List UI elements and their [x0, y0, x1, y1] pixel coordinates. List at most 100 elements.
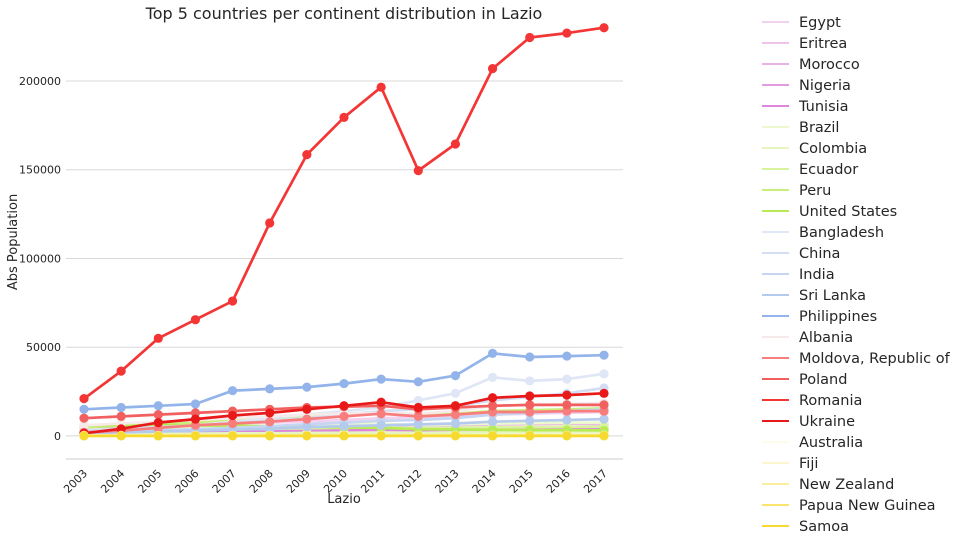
- y-tick-label: 150000: [19, 164, 61, 177]
- data-point: [487, 372, 498, 382]
- data-point: [227, 418, 238, 429]
- y-axis-label: Abs Population: [6, 194, 21, 290]
- legend-label: Morocco: [799, 57, 860, 73]
- data-point: [525, 407, 535, 417]
- chart-title: Top 5 countries per continent distributi…: [145, 4, 543, 23]
- legend-label: Papua New Guinea: [799, 498, 936, 514]
- legend-item: Poland: [762, 372, 847, 388]
- legend-item: Ukraine: [762, 414, 855, 430]
- x-tick-label: 2013: [433, 467, 462, 496]
- x-tick-label: 2006: [173, 467, 202, 496]
- data-point: [487, 431, 498, 441]
- data-point: [525, 416, 535, 426]
- data-point: [413, 395, 423, 406]
- data-point: [302, 431, 312, 441]
- legend-label: China: [799, 246, 840, 262]
- data-point: [190, 315, 201, 325]
- data-point: [302, 414, 312, 424]
- data-point: [79, 404, 89, 414]
- y-tick-label: 50000: [26, 341, 61, 354]
- data-point: [599, 369, 609, 379]
- data-point: [265, 384, 275, 394]
- legend-label: India: [799, 267, 835, 283]
- data-point: [525, 32, 535, 43]
- data-point: [302, 382, 312, 392]
- x-tick-label: 2008: [247, 467, 276, 496]
- data-point: [562, 400, 572, 410]
- legend-item: Brazil: [762, 120, 839, 136]
- x-tick-label: 2007: [210, 467, 239, 496]
- data-point: [153, 333, 163, 343]
- data-point: [487, 348, 498, 359]
- legend-label: Eritrea: [799, 36, 847, 52]
- data-point: [450, 431, 461, 441]
- data-point: [265, 424, 275, 434]
- data-point: [265, 218, 275, 228]
- x-tick-label: 2004: [98, 467, 127, 496]
- x-tick-label: 2009: [284, 467, 313, 496]
- data-point: [562, 390, 572, 400]
- legend-item: Tunisia: [762, 99, 849, 115]
- series-samoa: [79, 431, 609, 441]
- legend-item: Albania: [762, 330, 853, 346]
- y-tick-label: 0: [54, 430, 61, 443]
- data-point: [116, 431, 126, 441]
- data-point: [487, 63, 498, 74]
- data-point: [525, 352, 535, 362]
- legend-item: Samoa: [762, 519, 849, 535]
- data-point: [413, 431, 423, 441]
- data-point: [562, 351, 572, 361]
- data-point: [227, 431, 238, 441]
- legend-label: Nigeria: [799, 78, 851, 94]
- data-point: [487, 401, 498, 411]
- data-point: [413, 419, 423, 429]
- legend-label: Ukraine: [799, 414, 855, 430]
- legend-label: Sri Lanka: [799, 288, 866, 304]
- legend-item: New Zealand: [762, 477, 894, 493]
- data-point: [450, 401, 461, 411]
- data-point: [525, 431, 535, 441]
- legend-item: Australia: [762, 435, 863, 451]
- data-point: [227, 296, 238, 306]
- y-tick-label: 200000: [19, 75, 61, 88]
- data-point: [376, 409, 386, 419]
- legend-label: Philippines: [799, 309, 877, 325]
- x-tick-label: 2017: [581, 467, 610, 496]
- legend-label: Ecuador: [799, 162, 858, 178]
- data-point: [450, 388, 461, 398]
- legend-item: Philippines: [762, 309, 877, 325]
- data-point: [413, 411, 423, 422]
- legend-item: Ecuador: [762, 162, 858, 178]
- data-point: [116, 411, 126, 422]
- x-axis-label: Lazio: [327, 492, 361, 507]
- data-point: [190, 399, 201, 409]
- legend-label: Peru: [799, 183, 831, 199]
- legend-label: Albania: [799, 330, 853, 346]
- data-point: [79, 431, 89, 441]
- data-point: [265, 431, 275, 441]
- x-tick-label: 2011: [358, 467, 387, 496]
- data-point: [599, 400, 609, 410]
- data-point: [562, 431, 572, 441]
- data-point: [487, 417, 498, 427]
- data-point: [562, 28, 572, 38]
- data-point: [599, 23, 609, 33]
- series-philippines: [79, 348, 609, 414]
- x-tick-label: 2005: [135, 467, 164, 496]
- data-point: [339, 112, 349, 122]
- legend-item: Egypt: [762, 15, 841, 31]
- legend-item: United States: [762, 204, 897, 220]
- data-point: [190, 431, 201, 441]
- x-tick-label: 2016: [544, 467, 573, 496]
- data-point: [525, 376, 535, 386]
- data-point: [599, 388, 609, 398]
- y-tick-label: 100000: [19, 252, 61, 265]
- data-point: [599, 350, 609, 360]
- legend-item: Colombia: [762, 141, 867, 157]
- legend-item: India: [762, 267, 835, 283]
- legend-label: Colombia: [799, 141, 867, 157]
- legend-label: Egypt: [799, 15, 841, 31]
- data-point: [525, 391, 535, 401]
- data-point: [153, 418, 163, 428]
